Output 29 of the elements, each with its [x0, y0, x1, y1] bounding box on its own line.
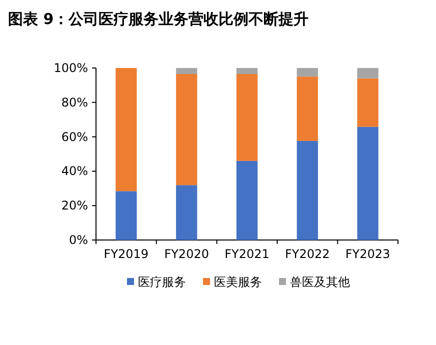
x-tick-label: FY2020	[164, 247, 209, 261]
y-tick-label: 40%	[61, 164, 88, 178]
bar	[176, 68, 198, 74]
chart-title: 图表 9：公司医疗服务业务营收比例不断提升	[8, 10, 309, 28]
bar	[236, 68, 258, 74]
y-tick-label: 100%	[54, 61, 88, 75]
bar	[176, 185, 198, 240]
bar	[357, 126, 378, 240]
y-tick-label: 0%	[68, 233, 88, 247]
x-tick-label: FY2019	[104, 247, 149, 261]
legend-label: 兽医及其他	[290, 275, 350, 289]
bar	[176, 74, 198, 186]
bar	[116, 191, 137, 240]
legend-label: 医疗服务	[138, 275, 186, 289]
bar	[296, 140, 318, 240]
x-tick-label: FY2021	[224, 247, 270, 261]
bar	[296, 76, 318, 141]
bar	[236, 160, 258, 240]
bar	[357, 78, 378, 127]
y-tick-label: 20%	[61, 198, 88, 213]
bar	[116, 68, 137, 192]
y-tick-label: 80%	[61, 95, 88, 110]
legend-label: 医美服务	[214, 275, 262, 289]
bar	[296, 68, 318, 77]
bar	[236, 74, 258, 161]
bar	[357, 68, 378, 78]
y-tick-label: 60%	[61, 130, 88, 144]
x-tick-label: FY2022	[285, 247, 330, 261]
x-tick-label: FY2023	[345, 247, 390, 261]
